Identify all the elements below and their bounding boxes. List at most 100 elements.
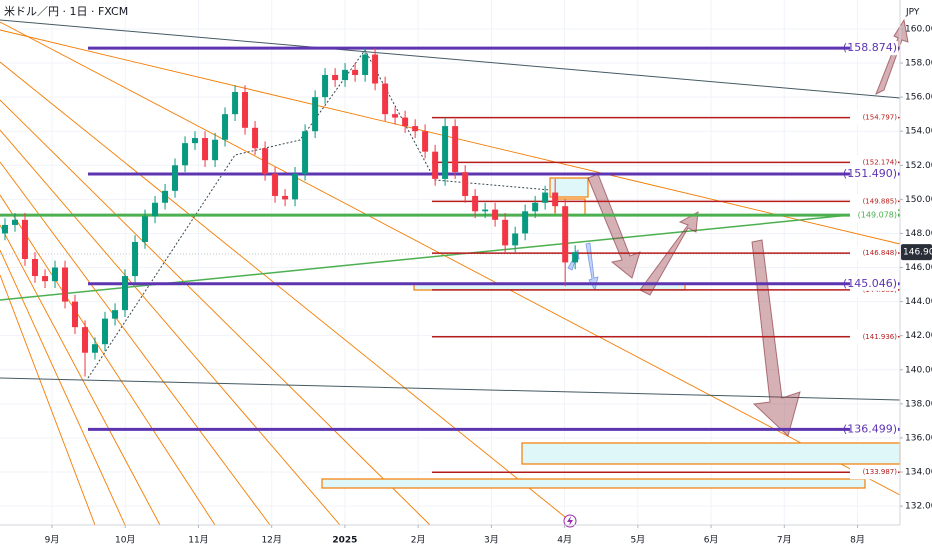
y-tick-label: 152.000 bbox=[905, 161, 932, 171]
x-tick-label: 5月 bbox=[630, 535, 645, 546]
level-label: (146.848) bbox=[863, 249, 898, 257]
fan-line bbox=[0, 274, 96, 526]
candle-body bbox=[512, 233, 519, 246]
x-tick-label: 3月 bbox=[484, 535, 499, 546]
candle-body bbox=[322, 74, 329, 98]
level-label-bg bbox=[850, 166, 898, 181]
y-tick-label: 146.000 bbox=[905, 263, 932, 273]
y-tick-label: 158.000 bbox=[905, 59, 932, 69]
x-tick-label: 4月 bbox=[557, 535, 572, 546]
level-label: (154.797) bbox=[863, 114, 898, 122]
candle-body bbox=[562, 206, 569, 263]
candle-body bbox=[402, 117, 409, 127]
level-label: (145.046) bbox=[843, 277, 897, 290]
chart-title: 米ドル／円 · 1日 · FXCM bbox=[4, 5, 128, 18]
candle-body bbox=[202, 138, 209, 161]
grid bbox=[0, 0, 900, 525]
candle-body bbox=[532, 202, 539, 212]
candle-body bbox=[1, 224, 8, 234]
candle-body bbox=[162, 190, 169, 203]
y-tick-label: 150.000 bbox=[905, 195, 932, 205]
candle-body bbox=[242, 92, 249, 128]
level-label-bg bbox=[850, 41, 898, 56]
candle-body bbox=[392, 114, 399, 118]
candle-body bbox=[51, 267, 58, 282]
x-tick-label: 2025 bbox=[332, 536, 357, 546]
level-label: (149.078) bbox=[858, 211, 897, 220]
fan-line bbox=[0, 194, 216, 526]
level-label: (141.936) bbox=[863, 333, 898, 341]
candle-body bbox=[112, 310, 119, 319]
fan-line bbox=[0, 224, 161, 526]
zone-box bbox=[549, 177, 589, 198]
fan-line bbox=[0, 129, 341, 526]
fan-lines bbox=[0, 21, 901, 526]
candle-body bbox=[552, 192, 559, 207]
x-tick-label: 6月 bbox=[704, 535, 719, 546]
candle-body bbox=[122, 276, 129, 311]
level-label: (152.174) bbox=[863, 158, 898, 166]
candle-body bbox=[492, 209, 499, 220]
fan-line bbox=[0, 161, 271, 526]
candles bbox=[1, 47, 579, 377]
candle-body bbox=[332, 74, 339, 81]
y-tick-label: 138.000 bbox=[905, 399, 932, 409]
candle-body bbox=[372, 54, 379, 84]
candle-body bbox=[32, 259, 39, 277]
candle-body bbox=[252, 127, 259, 149]
candle-body bbox=[362, 54, 369, 75]
fan-line bbox=[0, 21, 901, 496]
last-price-box bbox=[901, 244, 932, 261]
fan-line bbox=[0, 61, 576, 526]
candle-body bbox=[422, 131, 429, 152]
zone-box bbox=[521, 442, 901, 465]
level-label: (158.874) bbox=[843, 41, 897, 54]
candle-body bbox=[542, 192, 549, 203]
candle-body bbox=[62, 267, 69, 302]
candle-body bbox=[71, 301, 78, 328]
candle-body bbox=[91, 344, 98, 353]
y-tick-label: 140.000 bbox=[905, 365, 932, 375]
candle-body bbox=[382, 83, 389, 115]
candle-body bbox=[222, 114, 229, 140]
y-unit: JPY bbox=[905, 8, 920, 18]
fan-line bbox=[0, 249, 126, 526]
x-tick-label: 2月 bbox=[411, 535, 426, 546]
x-tick-label: 9月 bbox=[45, 535, 60, 546]
level-label: (133.987) bbox=[863, 468, 898, 476]
y-tick-label: 134.000 bbox=[905, 468, 932, 478]
candle-body bbox=[452, 126, 459, 173]
level-label-bg bbox=[850, 208, 898, 223]
candle-body bbox=[212, 139, 219, 161]
level-label: (149.885) bbox=[863, 197, 898, 205]
x-tick-label: 11月 bbox=[188, 535, 208, 546]
arrow bbox=[751, 239, 801, 437]
candle-body bbox=[192, 138, 199, 144]
candle-body bbox=[182, 143, 189, 166]
last-price-label: 146.904 bbox=[903, 248, 932, 258]
candle-body bbox=[21, 219, 28, 260]
trend-line bbox=[0, 377, 901, 401]
y-tick-label: 136.000 bbox=[905, 433, 932, 443]
y-tick-label: 142.000 bbox=[905, 331, 932, 341]
y-tick-label: 144.000 bbox=[905, 297, 932, 307]
arrow bbox=[587, 173, 641, 279]
candle-body bbox=[352, 69, 359, 75]
candle-body bbox=[312, 97, 319, 132]
candle-body bbox=[262, 148, 269, 174]
level-label-bg bbox=[850, 110, 898, 125]
y-tick-label: 148.000 bbox=[905, 229, 932, 239]
candle-body bbox=[42, 276, 49, 282]
candle-body bbox=[12, 219, 19, 225]
x-tick-label: 7月 bbox=[777, 535, 792, 546]
levels: (154.797)(152.174)(149.885)(146.848)(144… bbox=[0, 41, 900, 480]
x-tick-label: 10月 bbox=[115, 535, 135, 546]
event-icon-bolt bbox=[567, 516, 573, 526]
candle-body bbox=[82, 327, 89, 353]
candle-body bbox=[412, 126, 419, 132]
candle-body bbox=[462, 172, 469, 196]
level-label-bg bbox=[850, 465, 898, 480]
